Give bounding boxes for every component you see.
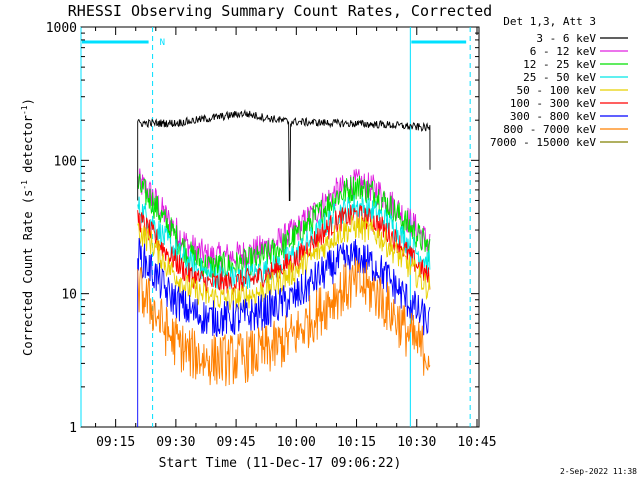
legend-label: 300 - 800 keV	[510, 110, 596, 123]
series-line	[137, 257, 431, 387]
x-tick-label: 10:15	[337, 435, 376, 450]
footer-timestamp: 2-Sep-2022 11:38	[560, 467, 637, 476]
y-tick-label: 100	[54, 154, 77, 169]
legend-label: 25 - 50 keV	[523, 71, 596, 84]
x-tick-label: 09:45	[217, 435, 256, 450]
y-label-sup: -1	[20, 105, 29, 115]
series-line	[137, 215, 431, 312]
chart-title: RHESSI Observing Summary Count Rates, Co…	[68, 2, 492, 20]
legend-label: 100 - 300 keV	[510, 97, 596, 110]
legend-label: 12 - 25 keV	[523, 58, 596, 71]
x-tick-label: 09:15	[96, 435, 135, 450]
x-axis-label: Start Time (11-Dec-17 09:06:22)	[159, 456, 402, 471]
series-line	[137, 168, 431, 272]
x-axis: 09:15 09:30 09:45 10:00 10:15 10:30 10:45	[95, 27, 497, 450]
y-tick-label: 1	[69, 421, 77, 436]
legend-label: 50 - 100 keV	[517, 84, 597, 97]
series-line	[137, 108, 431, 201]
x-tick-label: 10:30	[397, 435, 436, 450]
legend-label: 800 - 7000 keV	[503, 123, 596, 136]
series-line	[137, 204, 431, 295]
y-label-sup: -1	[20, 180, 29, 190]
legend-label: 3 - 6 keV	[536, 32, 596, 45]
legend-label: 7000 - 15000 keV	[490, 136, 596, 149]
series-group	[137, 108, 431, 427]
saa-marker-label: N	[160, 38, 165, 48]
y-label-part: Corrected Count Rate (s	[21, 190, 35, 356]
y-label-part: detector	[21, 115, 35, 180]
legend-title: Det 1,3, Att 3	[503, 15, 596, 28]
legend-label: 6 - 12 keV	[530, 45, 597, 58]
series-line	[137, 237, 431, 427]
x-tick-label: 10:45	[457, 435, 496, 450]
x-tick-label: 10:00	[277, 435, 316, 450]
y-tick-label: 1000	[46, 21, 77, 36]
x-tick-label: 09:30	[156, 435, 195, 450]
y-label-part: )	[21, 98, 35, 105]
y-tick-label: 10	[61, 288, 77, 303]
y-axis-label: Corrected Count Rate (s-1 detector-1)	[20, 98, 35, 356]
